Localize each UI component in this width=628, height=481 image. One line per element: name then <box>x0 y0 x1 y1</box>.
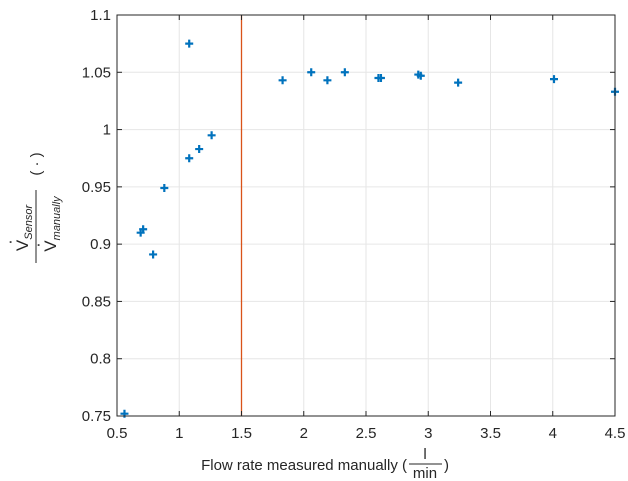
x-tick-label: 3 <box>424 425 432 442</box>
x-axis-ticks: 0.5 1 1.5 2 2.5 3 3.5 4 4.5 <box>107 15 626 442</box>
data-point <box>278 76 287 85</box>
y-label-denominator: Vmanually <box>41 195 63 252</box>
data-point <box>195 145 204 154</box>
data-point <box>454 78 463 87</box>
y-label-numerator-dot: · <box>0 239 19 245</box>
x-tick-label: 3.5 <box>480 425 501 442</box>
y-tick-label: 0.95 <box>82 179 111 196</box>
y-label-denominator-dot: · <box>28 242 47 248</box>
x-tick-label: 4.5 <box>605 425 626 442</box>
y-tick-label: 1.05 <box>82 64 111 81</box>
x-axis-label: Flow rate measured manually ( l min ) <box>201 446 449 481</box>
y-label-numerator: VSensor <box>13 204 35 252</box>
x-label-suffix: ) <box>444 457 449 474</box>
y-tick-label: 0.75 <box>82 408 111 425</box>
data-point <box>139 225 148 234</box>
x-label-unit-denominator: min <box>413 465 437 481</box>
y-tick-label: 1.1 <box>90 7 111 24</box>
data-point <box>340 68 349 77</box>
data-point <box>149 250 158 259</box>
y-axis-ticks: 0.75 0.8 0.85 0.9 0.95 1 1.05 1.1 <box>82 7 615 425</box>
y-label-unit: ( · ) <box>28 152 45 175</box>
y-tick-label: 0.85 <box>82 293 111 310</box>
y-axis-label: VSensor · Vmanually · ( · ) <box>0 152 63 263</box>
x-tick-label: 1.5 <box>231 425 252 442</box>
data-point <box>416 71 425 80</box>
x-tick-label: 2 <box>300 425 308 442</box>
y-tick-label: 1 <box>103 122 111 139</box>
data-point <box>376 74 385 83</box>
x-tick-label: 0.5 <box>107 425 128 442</box>
y-tick-label: 0.8 <box>90 351 111 368</box>
data-point <box>207 131 216 140</box>
y-tick-label: 0.9 <box>90 236 111 253</box>
data-point <box>323 76 332 85</box>
x-label-prefix: Flow rate measured manually ( <box>201 457 407 474</box>
x-label-unit-numerator: l <box>423 446 426 463</box>
x-tick-label: 2.5 <box>356 425 377 442</box>
x-tick-label: 4 <box>549 425 557 442</box>
data-point <box>307 68 316 77</box>
data-point <box>160 184 169 193</box>
x-tick-label: 1 <box>175 425 183 442</box>
data-point <box>185 154 194 163</box>
data-points <box>120 39 619 418</box>
data-point <box>185 39 194 48</box>
data-point <box>549 75 558 84</box>
